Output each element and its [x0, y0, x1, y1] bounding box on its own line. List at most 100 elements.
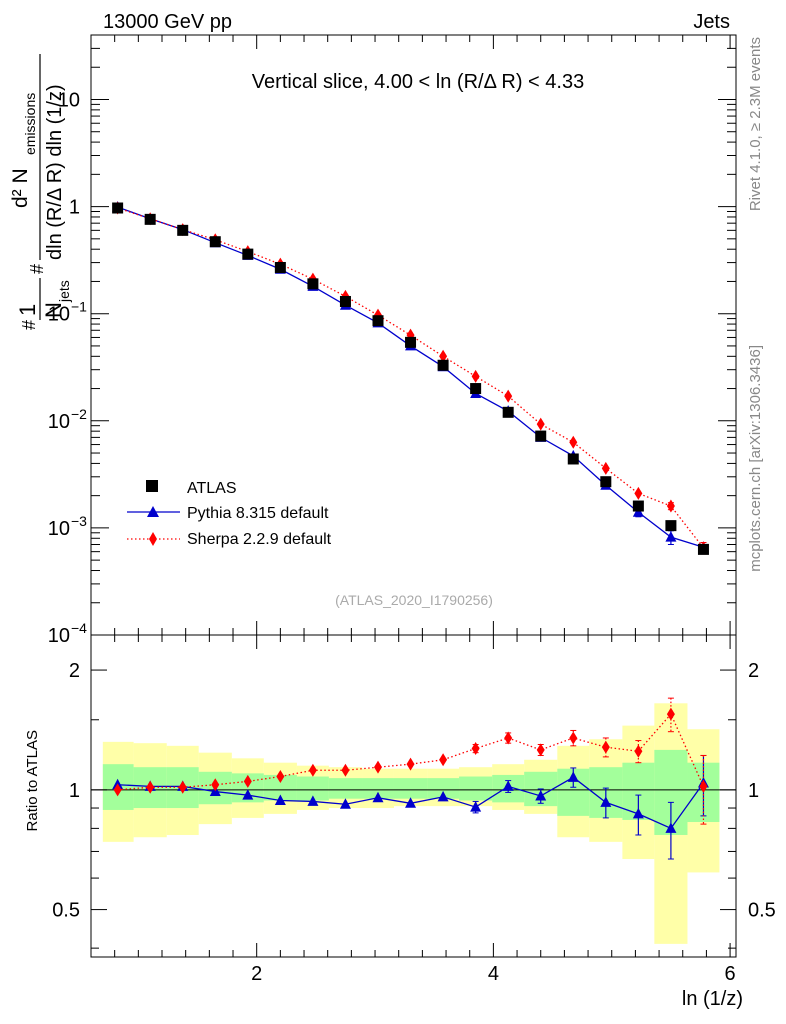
atlas-point — [697, 543, 709, 555]
ylabel-emissions: emissions — [22, 93, 38, 155]
ratio-pythia-point — [600, 796, 612, 807]
ratio-sherpa-point — [308, 763, 317, 777]
ratio-band-green — [427, 778, 460, 799]
ratio-sherpa-point — [113, 783, 122, 797]
x-tick-label: 6 — [725, 963, 736, 985]
ratio-sherpa-point — [211, 778, 220, 792]
main-y-tick-exponent: −4 — [71, 620, 87, 636]
main-y-axis-label: # 1 N jets # d² N emissions dln (R/Δ R) … — [9, 54, 72, 330]
legend-atlas-marker — [146, 480, 158, 492]
ratio-sherpa-point — [601, 740, 610, 754]
watermark-label: (ATLAS_2020_I1790256) — [335, 592, 493, 608]
mcplots-reference-label: mcplots.cern.ch [arXiv:1306.3436] — [747, 345, 764, 572]
atlas-point — [470, 383, 482, 395]
ylabel-hash2: # — [27, 264, 47, 274]
ratio-pythia-point — [632, 807, 644, 819]
ratio-sherpa-point — [276, 770, 285, 784]
main-y-tick-exponent: −1 — [71, 299, 87, 315]
ratio-y-tick-label-right: 0.5 — [748, 900, 776, 922]
ratio-sherpa-point — [178, 780, 187, 794]
x-axis-label: ln (1/z) — [682, 988, 743, 1010]
ratio-y-axis-label: Ratio to ATLAS — [24, 730, 41, 831]
rivet-version-label: Rivet 4.1.0, ≥ 2.3M events — [747, 37, 764, 211]
ratio-pythia-point — [405, 797, 417, 808]
ratio-band-green — [362, 778, 394, 799]
main-series — [112, 201, 709, 555]
atlas-point — [405, 336, 417, 348]
ratio-band-green — [296, 776, 329, 801]
ratio-sherpa-point — [146, 780, 155, 794]
ratio-plot-frame — [90, 634, 737, 958]
ratio-sherpa-point — [699, 779, 708, 793]
atlas-point — [177, 224, 189, 236]
legend-sherpa-label: Sherpa 2.2.9 default — [187, 531, 332, 548]
atlas-point — [437, 359, 449, 371]
sherpa-point — [439, 349, 448, 363]
ratio-y-tick-label-right: 1 — [748, 780, 759, 802]
x-tick-label: 2 — [251, 963, 262, 985]
ratio-pythia-point — [372, 791, 384, 803]
legend-sherpa-marker — [149, 532, 157, 546]
legend-pythia-marker — [147, 506, 159, 517]
ratio-series — [112, 697, 709, 860]
ratio-band-green — [459, 776, 493, 801]
ratio-sherpa-point — [569, 731, 578, 745]
main-y-tick-label: 10 — [48, 518, 70, 540]
ratio-pythia-point — [274, 794, 286, 806]
ratio-sherpa-point — [504, 731, 513, 745]
atlas-point — [502, 406, 514, 418]
ratio-uncertainty-bands — [102, 703, 720, 944]
ratio-pythia-point — [242, 789, 254, 800]
atlas-point — [112, 202, 124, 214]
atlas-point — [307, 278, 319, 290]
main-y-tick-exponent: −2 — [71, 406, 87, 422]
ratio-sherpa-point — [666, 707, 675, 721]
ratio-pythia-point — [437, 790, 449, 802]
ratio-y-tick-label: 1 — [69, 780, 80, 802]
ylabel-denominator: dln (R/Δ R) dln (1/z) — [44, 84, 66, 260]
ratio-pythia-point — [502, 780, 514, 791]
atlas-point — [274, 261, 286, 273]
plot-title: Vertical slice, 4.00 < ln (R/Δ R) < 4.33 — [252, 71, 584, 93]
sherpa-point — [666, 499, 675, 513]
ratio-pythia-point — [339, 798, 351, 809]
legend: ATLAS Pythia 8.315 default Sherpa 2.2.9 … — [127, 480, 332, 548]
pythia-point — [665, 531, 677, 542]
main-y-tick-label: 1 — [69, 197, 80, 219]
main-y-tick-label: 10 — [58, 89, 80, 111]
atlas-point — [339, 295, 351, 307]
main-y-tick-exponent: −3 — [71, 513, 87, 529]
ratio-axis-ticks: 2 4 6 0.5 0.5 1 1 2 2 — [52, 635, 776, 985]
atlas-point — [372, 315, 384, 327]
atlas-point — [209, 236, 221, 248]
ratio-sherpa-point — [471, 742, 480, 756]
main-y-tick-label: 10 — [48, 304, 70, 326]
ylabel-jets: jets — [56, 280, 72, 303]
ratio-y-tick-label-right: 2 — [748, 660, 759, 682]
sherpa-point — [536, 417, 545, 431]
ylabel-hash1: # — [19, 320, 39, 330]
ratio-band-green — [328, 778, 363, 799]
ylabel-one: 1 — [15, 304, 40, 316]
atlas-point — [632, 500, 644, 512]
atlas-point — [665, 520, 677, 532]
ratio-pythia-point — [470, 801, 482, 812]
atlas-point — [535, 430, 547, 442]
sherpa-point — [471, 369, 480, 383]
atlas-point — [144, 213, 156, 225]
ratio-sherpa-point — [243, 774, 252, 788]
ratio-sherpa-point — [439, 753, 448, 767]
sherpa-point — [634, 486, 643, 500]
atlas-point — [567, 453, 579, 465]
atlas-point — [242, 248, 254, 260]
ratio-sherpa-point — [536, 743, 545, 757]
sherpa-point — [504, 389, 513, 403]
ratio-y-tick-label: 2 — [69, 660, 80, 682]
ratio-sherpa-point — [341, 763, 350, 777]
ylabel-d2N: d² N — [9, 168, 32, 208]
ratio-pythia-point — [535, 789, 547, 801]
legend-pythia-label: Pythia 8.315 default — [187, 505, 329, 522]
